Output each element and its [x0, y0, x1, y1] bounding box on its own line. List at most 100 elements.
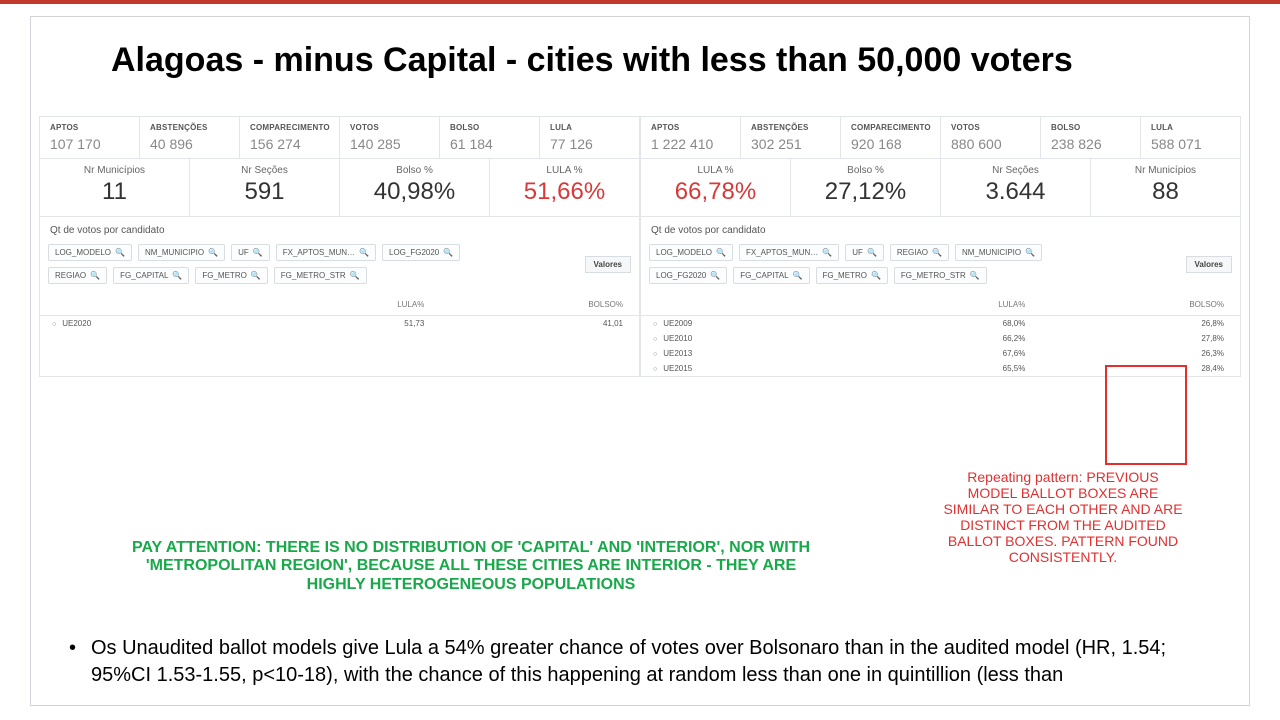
filter-tag[interactable]: FG_METRO 🔍 — [816, 267, 888, 284]
filter-tag[interactable]: NM_MUNICIPIO🔍 — [138, 244, 225, 261]
search-icon: 🔍 — [350, 271, 360, 280]
stat-cell: COMPARECIMENTO156 274 — [240, 117, 340, 158]
filter-label: REGIAO — [55, 271, 86, 280]
stat-value: 61 184 — [450, 136, 533, 152]
stat-cell: COMPARECIMENTO920 168 — [841, 117, 941, 158]
filter-label: LOG_MODELO — [55, 248, 111, 257]
filter-tag[interactable]: LOG_MODELO🔍 — [649, 244, 733, 261]
filter-tag[interactable]: UF 🔍 — [845, 244, 884, 261]
big-stat-value: 11 — [44, 178, 185, 206]
table-header: LULA% — [868, 296, 1041, 316]
stat-value: 238 826 — [1051, 136, 1134, 152]
stat-label: LULA — [1151, 123, 1234, 132]
slide: Alagoas - minus Capital - cities with le… — [30, 16, 1250, 706]
filter-tag[interactable]: FG_CAPITAL🔍 — [733, 267, 809, 284]
stat-cell: LULA588 071 — [1141, 117, 1240, 158]
table-cell: 65,5% — [868, 361, 1041, 376]
big-stat-cell: Bolso %27,12% — [791, 159, 941, 216]
table-row[interactable]: UE202051,7341,01 — [40, 316, 639, 332]
filter-tag[interactable]: FG_METRO_STR🔍 — [274, 267, 367, 284]
filter-tag[interactable]: LOG_FG2020🔍 — [649, 267, 727, 284]
search-icon: 🔍 — [359, 248, 369, 257]
big-stat-label: Nr Municípios — [44, 165, 185, 176]
valores-button[interactable]: Valores — [1186, 256, 1232, 273]
table-header — [641, 296, 868, 316]
table-cell: 67,6% — [868, 346, 1041, 361]
filter-label: FX_APTOS_MUN… — [283, 248, 355, 257]
stat-label: COMPARECIMENTO — [250, 123, 333, 132]
table-header: BOLSO% — [1041, 296, 1240, 316]
table-cell: 26,8% — [1041, 316, 1240, 332]
stat-label: VOTOS — [350, 123, 433, 132]
filters-left: LOG_MODELO🔍NM_MUNICIPIO🔍UF🔍FX_APTOS_MUN…… — [40, 240, 639, 292]
filter-tag[interactable]: FX_APTOS_MUN…🔍 — [739, 244, 839, 261]
green-annotation: PAY ATTENTION: THERE IS NO DISTRIBUTION … — [131, 539, 811, 594]
filter-tag[interactable]: FG_CAPITAL 🔍 — [113, 267, 189, 284]
stat-cell: APTOS 107 170 — [40, 117, 140, 158]
table-row[interactable]: UE201066,2%27,8% — [641, 331, 1240, 346]
big-stat-cell: Nr Municípios88 — [1091, 159, 1240, 216]
stat-label: ABSTENÇÕES — [751, 123, 834, 132]
filter-label: FG_CAPITAL — [120, 271, 168, 280]
big-stat-value: 40,98% — [344, 178, 485, 206]
section-title-right: Qt de votos por candidato — [641, 217, 1240, 240]
filter-label: UF — [238, 248, 249, 257]
big-stat-value: 27,12% — [795, 178, 936, 206]
search-icon: 🔍 — [822, 248, 832, 257]
stat-label: APTOS — [50, 123, 133, 132]
big-stat-label: Nr Seções — [194, 165, 335, 176]
big-stat-value: 591 — [194, 178, 335, 206]
table-cell: 26,3% — [1041, 346, 1240, 361]
filter-tag[interactable]: NM_MUNICIPIO🔍 — [955, 244, 1042, 261]
table-row[interactable]: UE201367,6%26,3% — [641, 346, 1240, 361]
filter-tag[interactable]: LOG_FG2020🔍 — [382, 244, 460, 261]
stat-value: 302 251 — [751, 136, 834, 152]
search-icon: 🔍 — [867, 248, 877, 257]
filter-label: FG_METRO — [202, 271, 246, 280]
filter-tag[interactable]: UF 🔍 — [231, 244, 270, 261]
search-icon: 🔍 — [710, 271, 720, 280]
stats-big-right: LULA %66,78%Bolso %27,12%Nr Seções3.644N… — [641, 159, 1240, 217]
table-right: LULA%BOLSO%UE200968,0%26,8%UE201066,2%27… — [641, 296, 1240, 376]
bullet-text: Os Unaudited ballot models give Lula a 5… — [91, 635, 1189, 689]
big-stat-value: 51,66% — [494, 178, 635, 206]
stat-value: 140 285 — [350, 136, 433, 152]
table-header — [40, 296, 267, 316]
stat-cell: VOTOS 140 285 — [340, 117, 440, 158]
search-icon: 🔍 — [115, 248, 125, 257]
search-icon: 🔍 — [172, 271, 182, 280]
search-icon: 🔍 — [90, 271, 100, 280]
table-cell: UE2010 — [641, 331, 868, 346]
filter-label: FG_METRO — [823, 271, 867, 280]
filter-tag[interactable]: FG_METRO_STR🔍 — [894, 267, 987, 284]
search-icon: 🔍 — [251, 271, 261, 280]
search-icon: 🔍 — [1025, 248, 1035, 257]
table-row[interactable]: UE201565,5%28,4% — [641, 361, 1240, 376]
stat-cell: ABSTENÇÕES 302 251 — [741, 117, 841, 158]
table-cell: 27,8% — [1041, 331, 1240, 346]
stat-value: 40 896 — [150, 136, 233, 152]
search-icon: 🔍 — [871, 271, 881, 280]
filter-label: FG_CAPITAL — [740, 271, 788, 280]
search-icon: 🔍 — [253, 248, 263, 257]
filter-tag[interactable]: FG_METRO 🔍 — [195, 267, 267, 284]
filter-tag[interactable]: REGIAO🔍 — [890, 244, 949, 261]
stat-cell: LULA77 126 — [540, 117, 639, 158]
filter-tag[interactable]: FX_APTOS_MUN… 🔍 — [276, 244, 376, 261]
search-icon: 🔍 — [970, 271, 980, 280]
valores-button[interactable]: Valores — [585, 256, 631, 273]
filter-tag[interactable]: REGIAO 🔍 — [48, 267, 107, 284]
big-stat-value: 66,78% — [645, 178, 786, 206]
big-stat-cell: Nr Seções3.644 — [941, 159, 1091, 216]
big-stat-cell: LULA %66,78% — [641, 159, 791, 216]
page-title: Alagoas - minus Capital - cities with le… — [31, 17, 1249, 88]
big-stat-label: LULA % — [494, 165, 635, 176]
table-cell: UE2015 — [641, 361, 868, 376]
filter-tag[interactable]: LOG_MODELO 🔍 — [48, 244, 132, 261]
filter-label: UF — [852, 248, 863, 257]
table-row[interactable]: UE200968,0%26,8% — [641, 316, 1240, 332]
stat-cell: ABSTENÇÕES40 896 — [140, 117, 240, 158]
stats-top-right: APTOS1 222 410ABSTENÇÕES302 251COMPARECI… — [641, 117, 1240, 159]
table-cell: UE2009 — [641, 316, 868, 332]
stat-value: 107 170 — [50, 136, 133, 152]
